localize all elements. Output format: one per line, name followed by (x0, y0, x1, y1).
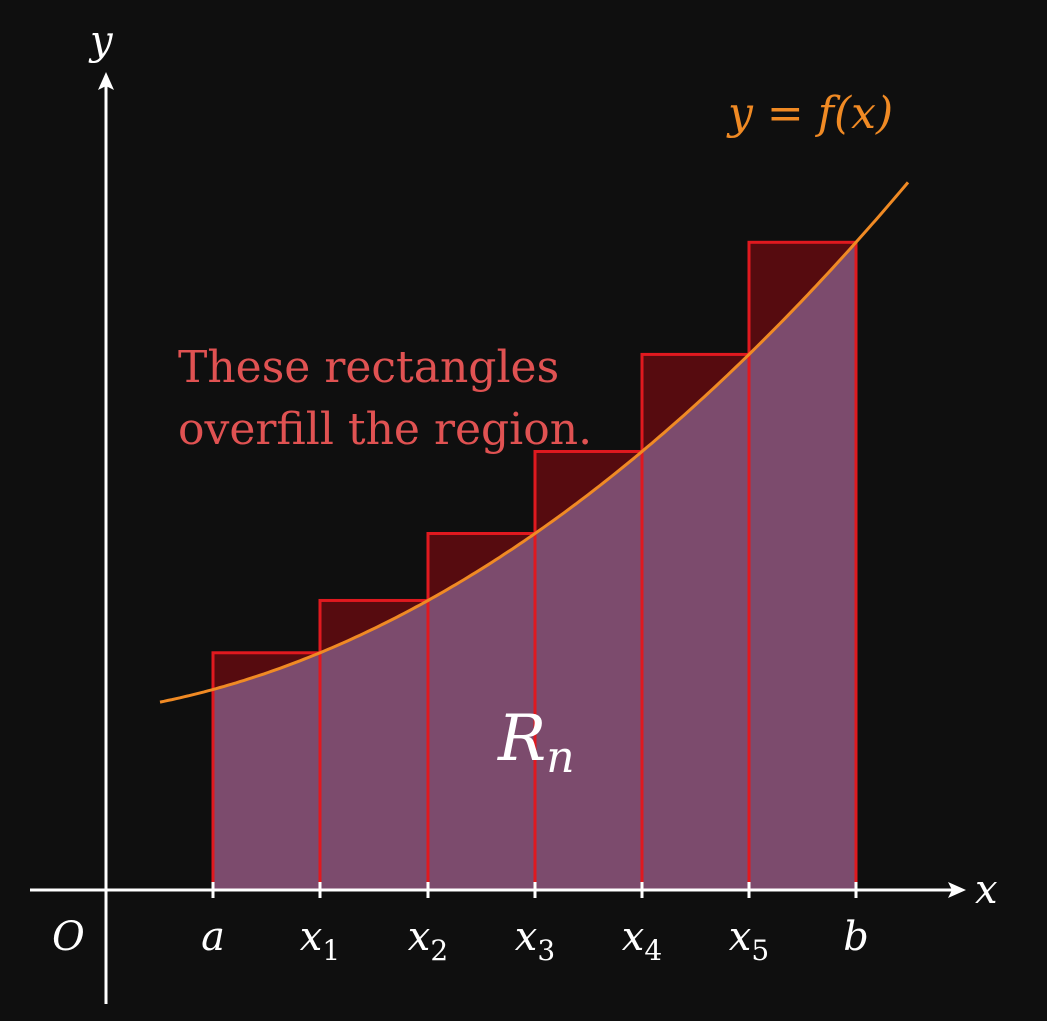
tick-label-x2: x2 (408, 914, 448, 967)
tick-label-x1-main: x (300, 914, 323, 960)
tick-label-a: a (201, 914, 225, 960)
tick-labels-group: a x1 x2 x3 x4 x5 b (201, 914, 869, 967)
tick-label-x5: x5 (729, 914, 769, 967)
tick-label-x3: x3 (515, 914, 555, 967)
note-line-2: overfill the region. (178, 404, 592, 455)
x-axis-arrowhead (948, 882, 966, 898)
curve-label: y = f(x) (726, 88, 893, 139)
region-label-sub: n (546, 732, 574, 783)
tick-label-x5-main: x (729, 914, 752, 960)
tick-label-x4-sub: 4 (644, 934, 662, 967)
tick-label-x2-sub: 2 (430, 934, 448, 967)
y-axis-label: y (88, 18, 114, 64)
curve-y-equals-f-x (159, 181, 910, 704)
origin-label: O (52, 914, 85, 960)
tick-label-x1-sub: 1 (322, 934, 340, 967)
tick-label-x4-main: x (622, 914, 645, 960)
curve-group (159, 181, 910, 704)
note-line-1: These rectangles (178, 342, 559, 393)
y-axis-arrowhead (98, 72, 114, 90)
tick-marks-group (211, 882, 858, 898)
tick-label-a-main: a (201, 914, 225, 960)
tick-label-x5-sub: 5 (751, 934, 769, 967)
x-axis-label: x (975, 867, 998, 913)
tick-label-b-main: b (843, 914, 869, 960)
region-label-main: R (497, 702, 546, 776)
tick-label-x3-sub: 3 (537, 934, 555, 967)
tick-label-x4: x4 (622, 914, 662, 967)
tick-label-b: b (843, 914, 869, 960)
tick-label-x3-main: x (515, 914, 538, 960)
tick-label-x1: x1 (300, 914, 340, 967)
region-label: Rn (497, 702, 575, 783)
tick-label-x2-main: x (408, 914, 431, 960)
